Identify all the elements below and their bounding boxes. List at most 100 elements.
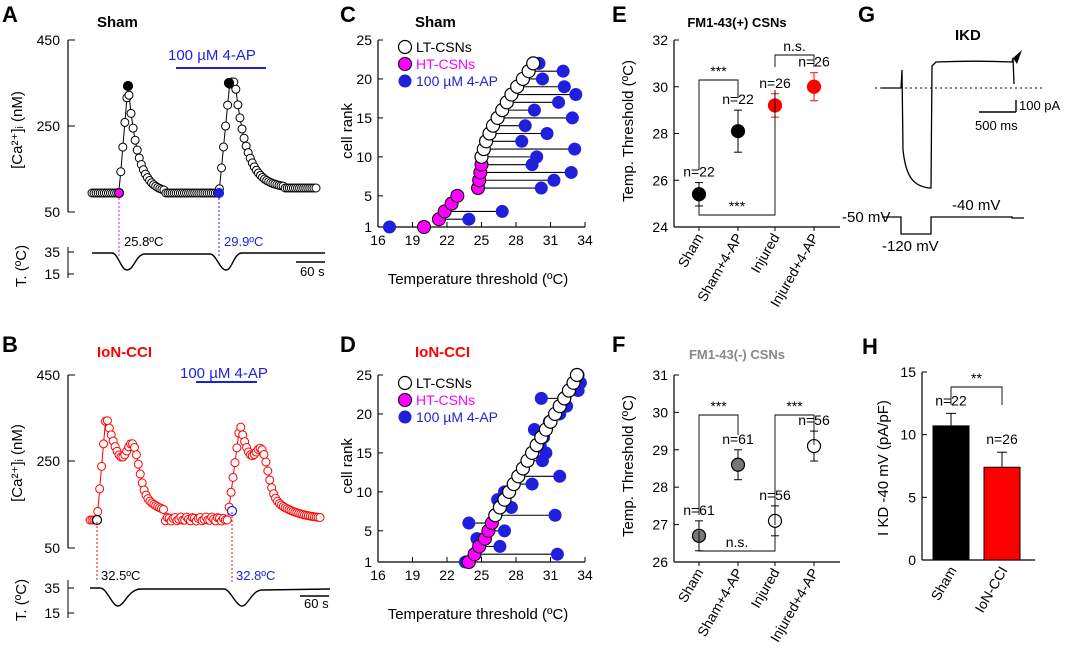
y-tick-label: 15 — [356, 110, 372, 126]
panel-a-threshold-2: 29.9ºC — [224, 234, 263, 249]
y-tick-label: 1 — [364, 554, 372, 570]
panel-label-e: E — [612, 2, 627, 27]
data-point-4ap — [548, 508, 562, 522]
trace-point — [237, 124, 247, 134]
threshold-point — [113, 187, 125, 199]
trace-point — [235, 113, 245, 123]
legend-marker-4ap — [398, 410, 412, 424]
panel-a-temp-label: T. (ºC) — [13, 245, 30, 287]
panel-f-y-label: Temp. Threshold (ºC) — [620, 395, 637, 537]
n-label: n=26 — [759, 75, 791, 91]
panel-a-ytick-label: 250 — [37, 118, 61, 134]
mean-marker — [691, 187, 707, 202]
panel-b-threshold-1: 32.5ºC — [101, 568, 140, 583]
panel-g-scale-current: 100 pA — [1019, 98, 1061, 113]
panel-h-y-label: I KD -40 mV (pA/pF) — [875, 400, 892, 536]
panel-a-drug-label: 100 µM 4-AP — [168, 47, 256, 64]
data-point-4ap — [534, 181, 548, 195]
y-tick-label: 5 — [908, 489, 916, 505]
significance-bracket — [774, 414, 815, 525]
trace-point — [95, 484, 105, 494]
mean-marker — [806, 79, 822, 94]
data-point-4ap — [540, 127, 554, 140]
y-tick-label: 29 — [652, 442, 668, 458]
x-tick-label: Injured — [747, 231, 782, 276]
y-tick-label: 5 — [364, 188, 372, 204]
trace-point — [265, 475, 275, 485]
n-label: n=26 — [986, 431, 1018, 447]
trace-point — [158, 504, 168, 514]
y-tick-label: 30 — [652, 79, 668, 95]
data-point-4ap — [565, 111, 579, 125]
arrowhead-icon — [1013, 50, 1022, 64]
legend-marker-4ap — [398, 74, 412, 88]
x-tick-label: 34 — [577, 232, 593, 248]
trace-point — [239, 133, 249, 143]
trace-point — [230, 458, 240, 468]
legend-marker-lt — [397, 39, 413, 55]
x-tick-label: Sham — [927, 564, 959, 604]
x-tick-label: 34 — [577, 567, 593, 583]
panel-b-ytick-label: 250 — [37, 453, 61, 469]
x-tick-label: 31 — [543, 567, 559, 583]
y-tick-label: 10 — [356, 484, 372, 500]
trace-point — [226, 487, 236, 497]
n-label: n=22 — [722, 91, 754, 107]
data-point-4ap — [530, 150, 544, 164]
trace-point — [219, 142, 229, 152]
n-label: n=22 — [683, 164, 715, 180]
trace-point — [228, 472, 238, 482]
legend-label-lt: LT-CSNs — [416, 39, 472, 55]
legend-label-lt: LT-CSNs — [416, 375, 472, 391]
panel-b-drug-label: 100 µM 4-AP — [180, 365, 268, 382]
trace-point — [223, 100, 233, 110]
data-point-4ap — [564, 165, 578, 179]
trace-point — [315, 512, 325, 522]
y-tick-label: 27 — [652, 517, 668, 533]
panel-c-x-label: Temperature threshold (ºC) — [388, 271, 569, 288]
legend-marker-ht — [398, 57, 412, 71]
legend-label-ht: HT-CSNs — [416, 56, 475, 72]
y-tick-label: 28 — [652, 126, 668, 142]
threshold-point — [223, 77, 235, 89]
significance-label: n.s. — [726, 534, 749, 550]
data-point-4ap — [553, 469, 567, 483]
y-tick-label: 25 — [356, 32, 372, 48]
y-tick-label: 0 — [908, 552, 916, 568]
data-point-4ap — [569, 88, 583, 102]
panel-b: B IoN-CCI 100 µM 4-AP 450 250 50 [Ca²⁺]ᵢ… — [2, 332, 331, 621]
trace-point — [129, 443, 139, 453]
panel-g-voltage-protocol — [882, 216, 1024, 235]
significance-bracket — [698, 531, 776, 552]
y-tick-label: 1 — [364, 219, 372, 235]
y-tick-label: 20 — [356, 71, 372, 87]
trace-point — [261, 457, 271, 467]
trace-point — [236, 422, 246, 432]
panel-f-title: FM1-43(-) CSNs — [689, 347, 785, 362]
data-point-4ap — [515, 134, 529, 148]
data-point-4ap — [462, 212, 476, 226]
panel-d-x-label: Temperature threshold (ºC) — [388, 606, 569, 623]
data-point-4ap — [547, 173, 561, 187]
panel-label-b: B — [2, 332, 18, 357]
trace-point — [263, 466, 273, 476]
panel-b-y-label: [Ca²⁺]ᵢ (nM) — [9, 424, 26, 502]
legend-marker-lt — [397, 375, 413, 391]
trace-point — [128, 123, 138, 133]
y-tick-label: 32 — [652, 32, 668, 48]
significance-label: *** — [786, 398, 803, 414]
panel-g-v-step2: -40 mV — [952, 197, 1000, 214]
panel-g-current-trace — [882, 57, 1015, 189]
trace-point — [135, 469, 145, 479]
trace-point — [233, 100, 243, 110]
data-point-4ap — [383, 220, 396, 234]
y-tick-label: 28 — [652, 479, 668, 495]
trace-point — [133, 459, 143, 469]
trace-point — [124, 90, 134, 100]
y-tick-label: 25 — [356, 367, 372, 383]
data-point-4ap — [557, 80, 571, 94]
data-point-4ap — [493, 539, 507, 553]
trace-point — [232, 443, 242, 453]
trace-point — [216, 163, 226, 173]
panel-d: D IoN-CCI Temperature threshold (ºC) cel… — [339, 332, 593, 623]
